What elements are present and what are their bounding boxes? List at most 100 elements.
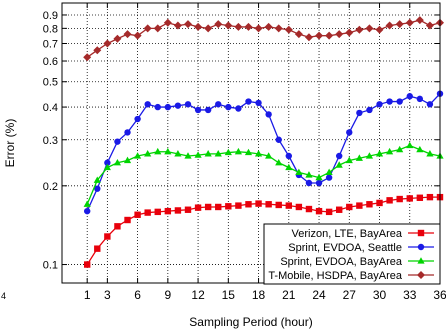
x-tick-label: 18 <box>252 288 266 302</box>
data-point <box>355 25 364 34</box>
data-point <box>305 171 313 178</box>
y-tick-label: 0.8 <box>43 23 58 35</box>
data-point <box>214 20 223 29</box>
data-point <box>315 207 323 215</box>
data-point <box>285 152 292 160</box>
data-point <box>375 150 384 157</box>
data-point <box>174 150 182 157</box>
data-point <box>225 203 232 210</box>
data-point <box>264 22 273 31</box>
data-point <box>295 168 303 176</box>
y-tick-label: 0.9 <box>43 10 58 22</box>
data-point <box>386 197 393 204</box>
data-point <box>94 245 101 252</box>
data-point <box>416 145 424 153</box>
data-point <box>295 203 303 211</box>
data-point <box>426 193 434 201</box>
data-point <box>194 204 202 211</box>
data-point <box>396 195 403 203</box>
data-point <box>93 176 101 183</box>
data-point <box>164 103 172 111</box>
data-point <box>315 31 324 40</box>
data-point <box>104 159 111 166</box>
data-point <box>113 34 122 43</box>
x-tick-label: 24 <box>312 288 326 302</box>
data-point <box>426 101 434 108</box>
data-point <box>224 21 233 30</box>
data-point <box>184 20 192 29</box>
x-tick-label: 21 <box>282 288 296 302</box>
data-point <box>153 24 162 33</box>
data-point <box>184 152 192 159</box>
data-point <box>245 98 252 105</box>
data-point <box>365 152 374 159</box>
data-point <box>103 163 111 171</box>
data-point <box>204 24 213 33</box>
data-point <box>144 150 152 157</box>
y-tick-label: 0.2 <box>43 181 58 193</box>
edge-label: 4 <box>1 291 6 301</box>
data-point <box>335 161 343 168</box>
data-point <box>325 168 333 176</box>
data-point <box>204 203 212 211</box>
x-tick-label: 27 <box>343 288 357 302</box>
data-point <box>356 109 363 117</box>
data-point <box>285 202 292 209</box>
data-point <box>244 148 253 156</box>
data-point <box>425 21 434 30</box>
data-point <box>255 99 262 107</box>
data-point <box>234 147 242 155</box>
data-point <box>174 102 182 109</box>
data-point <box>114 223 121 230</box>
data-point <box>215 203 222 211</box>
data-point <box>335 30 344 39</box>
data-point <box>386 98 393 105</box>
data-point <box>315 173 323 181</box>
data-point <box>214 150 222 157</box>
legend-marker <box>417 271 425 279</box>
data-point <box>114 138 121 145</box>
legend-marker <box>417 229 425 237</box>
legend-label: T-Mobile, HSDPA, BayArea <box>268 270 403 282</box>
data-point <box>345 156 353 164</box>
data-point <box>234 22 243 31</box>
data-point <box>83 53 92 62</box>
data-point <box>254 24 263 33</box>
x-tick-label: 9 <box>164 288 171 302</box>
data-point <box>134 211 141 218</box>
data-point <box>406 195 413 202</box>
y-tick-label: 0.7 <box>43 39 58 51</box>
data-point <box>265 152 273 159</box>
legend-box <box>263 223 441 285</box>
legend-marker <box>417 257 425 264</box>
data-point <box>215 101 222 108</box>
data-point <box>416 194 424 201</box>
data-point <box>325 208 333 216</box>
data-point <box>285 163 293 171</box>
data-point <box>154 208 161 216</box>
data-point <box>103 39 112 48</box>
data-point <box>224 148 232 156</box>
data-point <box>104 233 111 240</box>
legend-marker <box>417 243 425 251</box>
data-point <box>385 21 394 30</box>
series-line <box>86 144 441 205</box>
data-point <box>124 129 131 136</box>
data-point <box>366 106 373 114</box>
data-point <box>134 152 142 159</box>
data-point <box>244 22 253 31</box>
grid <box>62 3 441 283</box>
data-point <box>406 93 413 100</box>
data-point <box>235 105 242 112</box>
data-point <box>84 261 91 268</box>
x-tick-label: 36 <box>433 288 446 302</box>
data-point <box>124 216 131 224</box>
data-point <box>265 201 272 208</box>
plot-frame <box>61 2 441 284</box>
data-point <box>123 30 132 39</box>
data-point <box>113 158 122 166</box>
data-point <box>83 200 91 207</box>
data-point <box>336 206 343 213</box>
data-point <box>225 103 232 111</box>
